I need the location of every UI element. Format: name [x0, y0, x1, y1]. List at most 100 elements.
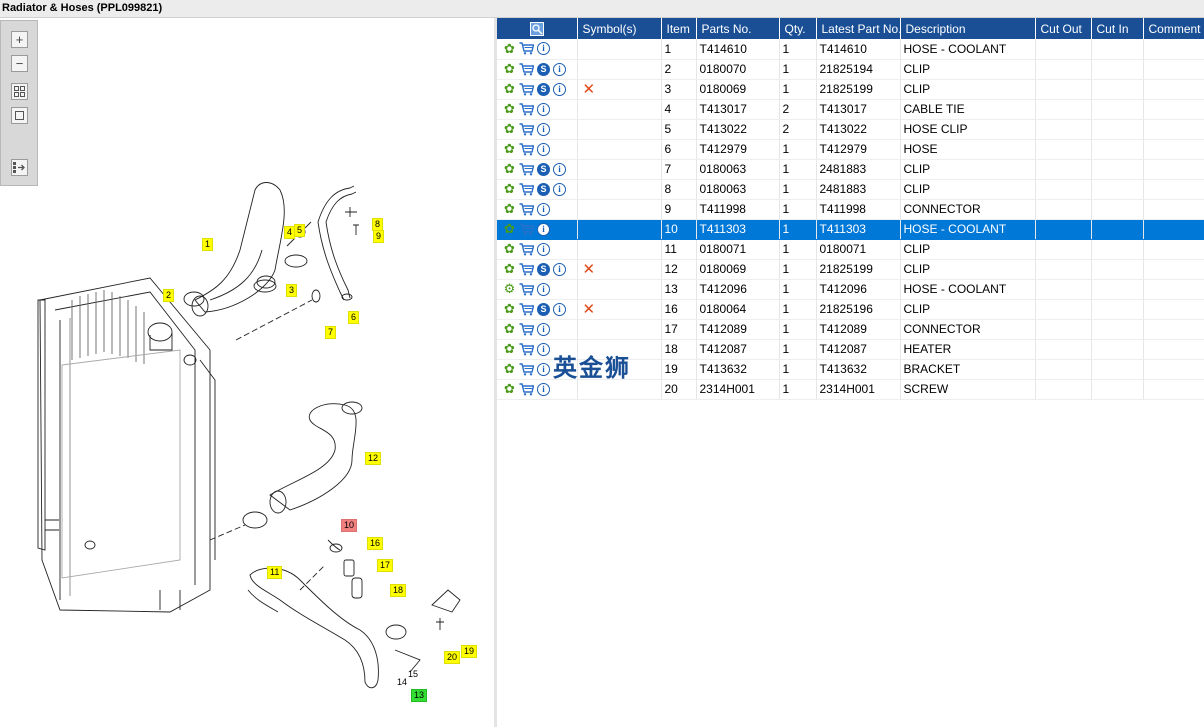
callout-18[interactable]: 18 [390, 584, 407, 597]
info-icon[interactable]: i [553, 162, 566, 176]
cart-icon[interactable] [519, 142, 534, 156]
cart-icon[interactable] [519, 262, 534, 276]
table-row[interactable]: ✿ i 10 T411303 1 T411303 HOSE - COOLANT [497, 219, 1204, 240]
callout-10[interactable]: 10 [341, 519, 358, 532]
info-icon[interactable]: i [537, 342, 550, 356]
gear-icon[interactable]: ✿ [504, 341, 515, 356]
info-icon[interactable]: i [553, 82, 566, 96]
table-row[interactable]: ✿ i 5 T413022 2 T413022 HOSE CLIP [497, 119, 1204, 140]
callout-3[interactable]: 3 [286, 284, 298, 297]
info-icon[interactable]: i [537, 102, 550, 116]
gears-icon[interactable]: ⚙ [503, 281, 516, 296]
info-icon[interactable]: i [537, 242, 550, 256]
info-icon[interactable]: i [537, 122, 550, 136]
gear-icon[interactable]: ✿ [504, 241, 515, 256]
callout-5[interactable]: 5 [294, 224, 306, 237]
gear-icon[interactable]: ✿ [504, 161, 515, 176]
export-icon[interactable] [11, 159, 28, 176]
gear-icon[interactable]: ✿ [504, 381, 515, 396]
column-header-parts-no[interactable]: Parts No. [696, 18, 780, 39]
zoom-in-icon[interactable]: + [11, 31, 28, 48]
callout-9[interactable]: 9 [373, 230, 385, 243]
supersession-icon[interactable]: S [537, 162, 550, 176]
table-row[interactable]: ✿ i 20 2314H001 1 2314H001 SCREW [497, 379, 1204, 400]
gear-icon[interactable]: ✿ [504, 181, 515, 196]
info-icon[interactable]: i [553, 262, 566, 276]
cart-icon[interactable] [519, 242, 534, 256]
callout-1[interactable]: 1 [202, 238, 214, 251]
gear-icon[interactable]: ✿ [504, 201, 515, 216]
info-icon[interactable]: i [537, 42, 550, 56]
supersession-icon[interactable]: S [537, 262, 550, 276]
supersession-icon[interactable]: S [537, 302, 550, 316]
supersession-icon[interactable]: S [537, 82, 550, 96]
gear-icon[interactable]: ✿ [504, 321, 515, 336]
info-icon[interactable]: i [537, 142, 550, 156]
callout-11[interactable]: 11 [267, 566, 283, 579]
table-row[interactable]: ✿ i 19 T413632 1 T413632 BRACKET [497, 359, 1204, 380]
diagram-pane[interactable]: + − [0, 18, 494, 727]
cart-icon[interactable] [519, 282, 534, 296]
info-icon[interactable]: i [537, 222, 550, 236]
gear-icon[interactable]: ✿ [504, 40, 515, 56]
supersession-icon[interactable]: S [537, 62, 550, 76]
column-header-qty[interactable]: Qty. [779, 18, 817, 39]
table-row[interactable]: ✿ i 17 T412089 1 T412089 CONNECTOR [497, 319, 1204, 340]
cart-icon[interactable] [519, 382, 534, 396]
info-icon[interactable]: i [537, 362, 550, 376]
callout-13[interactable]: 13 [411, 689, 428, 702]
column-header-actions[interactable] [497, 18, 578, 39]
gear-icon[interactable]: ✿ [504, 301, 515, 316]
table-row[interactable]: ✿ i 4 T413017 2 T413017 CABLE TIE [497, 99, 1204, 120]
column-header-latest-part-no[interactable]: Latest Part No. [816, 18, 901, 39]
callout-16[interactable]: 16 [367, 537, 384, 550]
gear-icon[interactable]: ✿ [504, 101, 515, 116]
callout-7[interactable]: 7 [325, 326, 337, 339]
supersession-icon[interactable]: S [537, 182, 550, 196]
column-header-cut-out[interactable]: Cut Out [1035, 18, 1092, 39]
table-row[interactable]: ✿ i 18 T412087 1 T412087 HEATER [497, 339, 1204, 360]
table-row[interactable]: ✿ i 11 0180071 1 0180071 CLIP [497, 239, 1204, 260]
callout-6[interactable]: 6 [348, 311, 360, 324]
cart-icon[interactable] [519, 102, 534, 116]
column-header-description[interactable]: Description [900, 18, 1036, 39]
search-icon[interactable] [529, 21, 544, 36]
info-icon[interactable]: i [537, 202, 550, 216]
callout-20[interactable]: 20 [444, 651, 461, 664]
gear-icon[interactable]: ✿ [504, 221, 515, 236]
cart-icon[interactable] [519, 322, 534, 336]
label-14[interactable]: 14 [397, 677, 408, 687]
cart-icon[interactable] [519, 122, 534, 136]
column-header-comment[interactable]: Comment [1143, 18, 1204, 39]
table-row[interactable]: ✿ i 6 T412979 1 T412979 HOSE [497, 139, 1204, 160]
gear-icon[interactable]: ✿ [504, 81, 515, 96]
info-icon[interactable]: i [537, 382, 550, 396]
callout-2[interactable]: 2 [163, 289, 175, 302]
pane-splitter[interactable] [494, 18, 497, 727]
gear-icon[interactable]: ✿ [504, 361, 515, 376]
cart-icon[interactable] [519, 62, 534, 76]
info-icon[interactable]: i [553, 182, 566, 196]
callout-19[interactable]: 19 [461, 645, 478, 658]
info-icon[interactable]: i [553, 302, 566, 316]
cart-icon[interactable] [519, 222, 534, 236]
actual-size-icon[interactable] [11, 107, 28, 124]
zoom-out-icon[interactable]: − [11, 55, 28, 72]
callout-12[interactable]: 12 [365, 452, 382, 465]
cart-icon[interactable] [519, 162, 534, 176]
info-icon[interactable]: i [537, 282, 550, 296]
fit-icon[interactable] [11, 83, 28, 100]
callout-17[interactable]: 17 [377, 559, 394, 572]
info-icon[interactable]: i [553, 62, 566, 76]
column-header-item[interactable]: Item [661, 18, 697, 39]
table-row[interactable]: ✿ i 9 T411998 1 T411998 CONNECTOR [497, 199, 1204, 220]
gear-icon[interactable]: ✿ [504, 261, 515, 276]
gear-icon[interactable]: ✿ [504, 141, 515, 156]
cart-icon[interactable] [519, 362, 534, 376]
cart-icon[interactable] [519, 202, 534, 216]
